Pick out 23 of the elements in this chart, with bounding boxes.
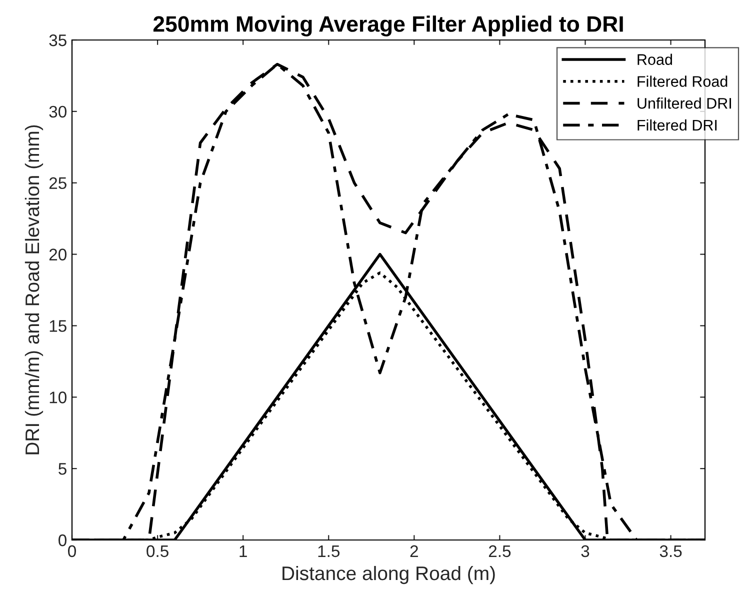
y-tick-label: 25	[49, 177, 66, 190]
x-axis-title: Distance along Road (m)	[282, 566, 495, 584]
x-tick-label: 3	[581, 545, 590, 558]
legend-label: Road	[638, 54, 672, 65]
x-tick-label: 0	[68, 545, 76, 558]
y-tick-label: 20	[49, 248, 66, 260]
y-tick-label: 35	[49, 34, 66, 46]
x-tick-label: 3.5	[660, 545, 682, 558]
x-tick-label: 2.5	[488, 545, 511, 558]
y-tick-label: 5	[58, 463, 66, 475]
x-tick-label: 1	[240, 545, 247, 557]
chart-title: 250mm Moving Average Filter Applied to DRI	[153, 16, 623, 36]
x-tick-label: 1.5	[318, 545, 340, 558]
legend-label: Filtered DRI	[638, 119, 717, 131]
legend-label: Filtered Road	[638, 76, 728, 87]
x-tick-label: 2	[410, 545, 418, 557]
y-tick-label: 15	[50, 320, 66, 332]
y-tick-label: 10	[50, 392, 66, 404]
y-tick-label: 0	[58, 534, 66, 546]
y-axis-title: DRI (mm/m) and Road Elevation (mm)	[24, 125, 44, 454]
legend-label: Unfiltered DRI	[638, 98, 731, 109]
x-tick-label: 0.5	[146, 545, 168, 558]
y-tick-label: 30	[49, 106, 66, 118]
